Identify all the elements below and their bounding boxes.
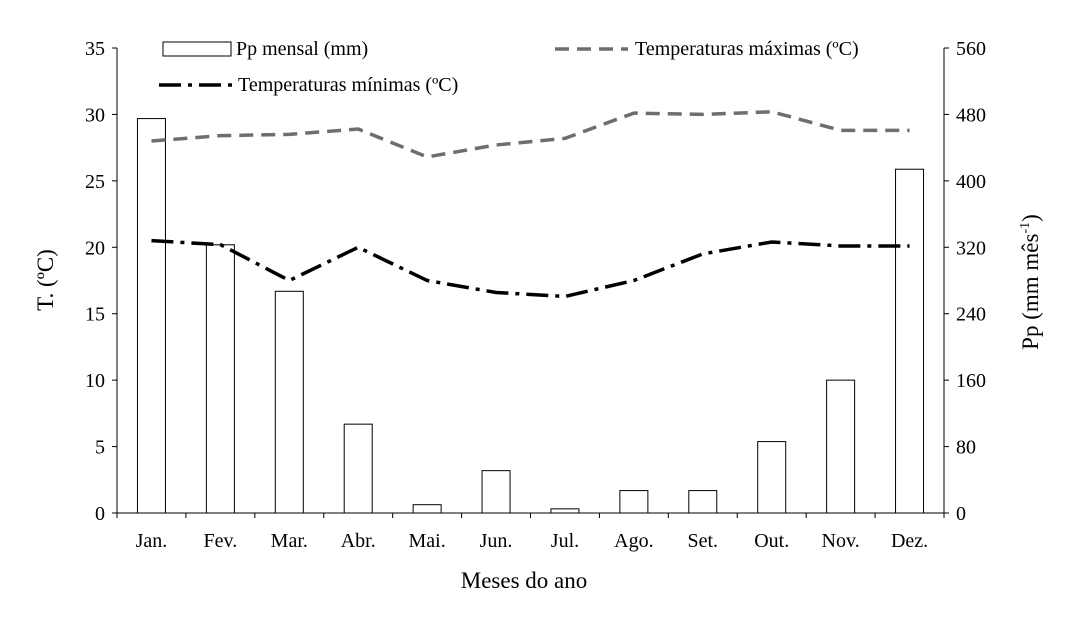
x-tick-label: Out. [754, 530, 789, 552]
precip-bar [895, 168, 925, 514]
legend-label-max: Temperaturas máximas (ºC) [635, 38, 859, 60]
precip-bar [136, 118, 166, 514]
right-axis-title-sup: -1 [1018, 222, 1033, 234]
right-y-tick-label: 80 [956, 437, 976, 459]
x-tick-label: Jun. [480, 530, 513, 552]
right-axis-title-close: ) [1018, 214, 1043, 222]
x-axis-title: Meses do ano [461, 568, 587, 593]
x-tick-label: Set. [688, 530, 719, 552]
temperature-lines [151, 110, 910, 299]
left-y-tick-label: 5 [95, 437, 105, 459]
x-tick-label: Jan. [136, 530, 168, 552]
x-tick-label: Abr. [341, 530, 376, 552]
right-y-tick-label: 480 [956, 104, 986, 126]
precipitation-bars [136, 118, 925, 514]
precip-bar [274, 290, 304, 514]
legend-label-bars: Pp mensal (mm) [236, 38, 368, 60]
left-y-tick-label: 20 [85, 237, 105, 259]
precip-bar [757, 441, 787, 514]
left-axis-title: T. (ºC) [33, 249, 58, 311]
axes [112, 47, 949, 518]
right-axis-title: Pp (mm mês-1) [1018, 214, 1043, 350]
right-y-tick-label: 320 [956, 237, 986, 259]
right-y-tick-label: 0 [956, 503, 966, 525]
precip-bar [619, 490, 649, 514]
left-y-tick-label: 15 [85, 304, 105, 326]
min-temp-line [151, 238, 910, 299]
legend-label-min: Temperaturas mínimas (ºC) [238, 74, 458, 96]
precip-bar [481, 470, 511, 514]
precip-bar [412, 504, 442, 514]
right-y-tick-label: 560 [956, 38, 986, 60]
left-y-tick-label: 25 [85, 171, 105, 193]
left-y-tick-label: 35 [85, 38, 105, 60]
max-temp-line [151, 110, 910, 159]
x-tick-label: Mar. [271, 530, 308, 552]
left-y-tick-label: 30 [85, 104, 105, 126]
x-tick-label: Fev. [204, 530, 238, 552]
left-y-tick-label: 0 [95, 503, 105, 525]
x-tick-label: Nov. [822, 530, 860, 552]
x-tick-label: Ago. [614, 530, 653, 552]
precip-bar [826, 379, 856, 514]
precip-bar [688, 490, 718, 514]
right-y-tick-label: 240 [956, 304, 986, 326]
precip-bar [205, 244, 235, 514]
right-y-tick-label: 160 [956, 370, 986, 392]
right-axis-title-main: Pp (mm mês [1018, 233, 1043, 349]
right-y-tick-label: 400 [956, 171, 986, 193]
legend: Pp mensal (mm) Temperaturas máximas (ºC)… [159, 38, 859, 96]
precip-bar [343, 423, 373, 514]
x-tick-label: Dez. [891, 530, 928, 552]
legend-swatch-bars [162, 41, 232, 57]
x-tick-label: Jul. [551, 530, 579, 552]
x-tick-label: Mai. [409, 530, 446, 552]
tick-labels: 0 5 10 15 20 25 30 35 0 80 160 240 320 400 480 560 Jan. F… [85, 38, 986, 552]
left-y-tick-label: 10 [85, 370, 105, 392]
precip-bar [550, 508, 580, 514]
